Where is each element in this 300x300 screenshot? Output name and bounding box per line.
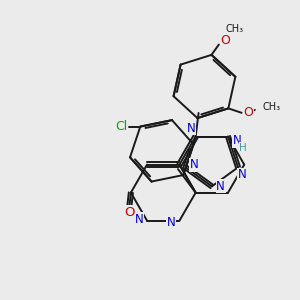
Text: Cl: Cl [115, 120, 127, 133]
Text: N: N [134, 213, 143, 226]
Text: N: N [190, 158, 198, 172]
Text: O: O [220, 34, 230, 46]
Text: N: N [216, 180, 225, 193]
Text: N: N [238, 168, 247, 181]
Text: O: O [243, 106, 253, 119]
Text: H: H [239, 143, 247, 153]
Text: N: N [187, 122, 196, 135]
Text: CH₃: CH₃ [226, 24, 244, 34]
Text: N: N [232, 134, 241, 148]
Text: H: H [127, 207, 135, 218]
Text: CH₃: CH₃ [262, 103, 280, 112]
Text: N: N [167, 216, 176, 229]
Text: O: O [124, 206, 135, 219]
